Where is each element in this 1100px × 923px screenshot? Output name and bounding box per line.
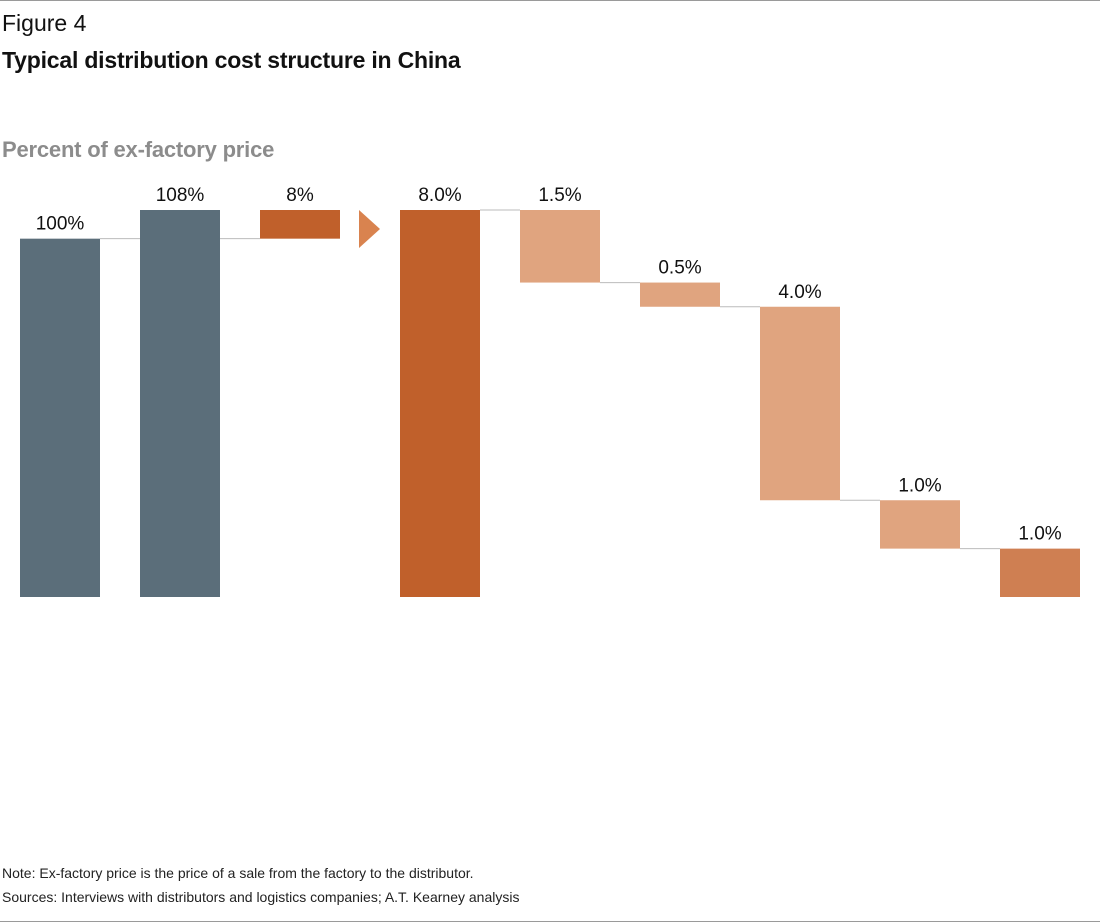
bar-markup (260, 210, 340, 239)
value-label-profit-before-tax: 1.0% (1018, 524, 1061, 545)
panel-arrow-icon (359, 210, 380, 248)
sources-text: Sources: Interviews with distributors an… (2, 889, 520, 905)
chart-subtitle: Percent of ex-factory price (2, 137, 275, 162)
value-label-ex-factory-price: 100% (36, 214, 85, 235)
waterfall-chart: 100%Ex-factoryprice108%Distributorprice8… (20, 185, 1080, 597)
figure-label: Figure 4 (2, 10, 87, 36)
value-label-financing: 4.0% (778, 282, 821, 303)
bar-profit-before-tax (1000, 548, 1080, 597)
value-label-markup: 8% (286, 185, 314, 206)
note-text: Note: Ex-factory price is the price of a… (2, 865, 474, 881)
bar-distributor-price (140, 210, 220, 597)
bar-overhead (880, 500, 960, 549)
value-label-overhead: 1.0% (898, 475, 941, 496)
bar-financing (760, 306, 840, 501)
bar-transportation (520, 210, 600, 283)
figure-title: Typical distribution cost structure in C… (2, 47, 461, 73)
top-rule (0, 0, 1100, 1)
bar-ex-factory-price (20, 238, 100, 597)
bar-distributor-markup (400, 210, 480, 597)
value-label-distributor-markup: 8.0% (418, 185, 461, 206)
value-label-warehousing: 0.5% (658, 258, 701, 279)
value-label-transportation: 1.5% (538, 185, 581, 206)
value-label-distributor-price: 108% (156, 185, 205, 206)
bar-warehousing (640, 282, 720, 307)
bottom-rule (0, 921, 1100, 922)
